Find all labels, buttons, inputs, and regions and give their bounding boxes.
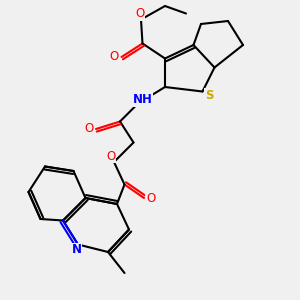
Text: N: N	[71, 243, 82, 256]
Text: O: O	[106, 149, 116, 163]
Text: O: O	[85, 122, 94, 136]
Text: O: O	[146, 191, 155, 205]
Text: O: O	[135, 7, 144, 20]
Text: S: S	[205, 88, 213, 102]
Text: NH: NH	[133, 93, 152, 106]
Text: O: O	[110, 50, 118, 64]
